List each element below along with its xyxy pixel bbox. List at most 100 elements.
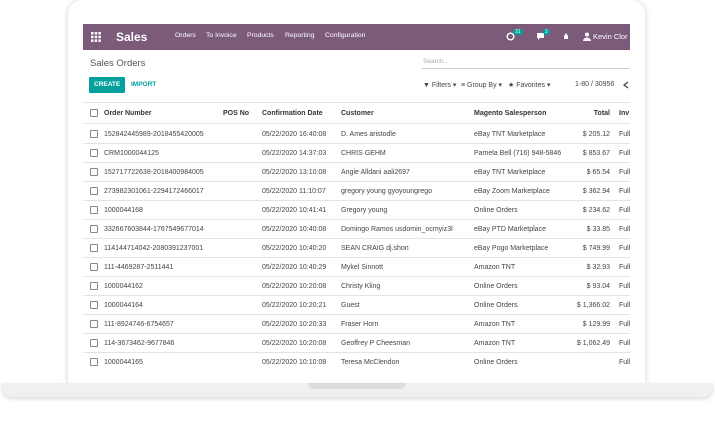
chat-icon[interactable] <box>536 32 545 41</box>
screen: Sales 31 2 Kevin Clor (t Orders To Invoic… <box>83 24 630 370</box>
favorites-label[interactable]: ★ Favorites ▾ <box>508 82 551 89</box>
select-all-checkbox[interactable] <box>90 109 98 117</box>
debug-icon[interactable] <box>562 32 570 41</box>
confirmation-date: 05/22/2020 10:40:20 <box>262 245 327 252</box>
row-line <box>83 257 630 258</box>
row-checkbox[interactable] <box>90 244 98 252</box>
row-line <box>83 219 630 220</box>
filters[interactable]: Filters <box>431 82 451 89</box>
message-badge: 2 <box>543 29 550 35</box>
row-checkbox[interactable] <box>90 282 98 290</box>
row-checkbox[interactable] <box>90 130 98 138</box>
confirmation-date: 05/22/2020 14:37:03 <box>262 150 327 157</box>
customer: Guest <box>341 302 360 309</box>
group-by[interactable]: Group By <box>467 82 497 89</box>
customer: Domingo Ramos usdomin_ocmyiz3l <box>341 226 453 233</box>
pager-prev[interactable] <box>623 81 629 89</box>
invoice-status: Full <box>619 226 630 233</box>
salesperson: Amazon TNT <box>474 340 516 347</box>
column-header: Total <box>593 110 610 117</box>
order-number[interactable]: 1000044162 <box>104 283 143 290</box>
row-line <box>83 181 630 182</box>
row-checkbox[interactable] <box>90 301 98 309</box>
invoice-status: Full <box>619 188 630 195</box>
order-number[interactable]: 332667603844-1767549677014 <box>104 226 204 233</box>
laptop-notch <box>308 383 406 389</box>
total: $ 1,366.02 <box>576 302 610 309</box>
order-number[interactable]: 114144714042-2080391237001 <box>104 245 204 252</box>
apps-icon[interactable] <box>91 32 101 42</box>
order-number[interactable]: 111-8924746-6754657 <box>104 321 174 328</box>
salesperson: Amazon TNT <box>474 264 516 271</box>
import-button[interactable]: IMPORT <box>131 81 157 88</box>
customer: gregory young gyoyoungrego <box>341 188 433 195</box>
total: $ 129.99 <box>582 321 610 328</box>
row-line <box>83 314 630 315</box>
page-title: Sales Orders <box>90 58 146 69</box>
confirmation-date: 05/22/2020 10:20:08 <box>262 340 327 347</box>
favorites[interactable]: Favorites <box>516 82 546 89</box>
invoice-status: Full <box>619 283 630 290</box>
order-number[interactable]: 111-4469287-2511441 <box>104 264 174 271</box>
search-box[interactable] <box>422 57 630 69</box>
total: $ 749.99 <box>582 245 610 252</box>
salesperson: Online Orders <box>474 359 518 366</box>
pager: 1-80 / 30956 <box>575 81 615 88</box>
confirmation-date: 05/22/2020 10:10:08 <box>262 359 327 366</box>
order-number[interactable]: 273982301061-2294172466017 <box>104 188 204 195</box>
user-name[interactable]: Kevin Clor (t <box>593 32 630 41</box>
row-checkbox[interactable] <box>90 225 98 233</box>
customer: Teresa McClendon <box>341 359 400 366</box>
invoice-status: Full <box>619 302 630 309</box>
create-button[interactable]: CREATE <box>89 77 126 93</box>
invoice-status: Full <box>619 359 630 366</box>
salesperson: Online Orders <box>474 207 518 214</box>
row-checkbox[interactable] <box>90 206 98 214</box>
order-number[interactable]: 1000044165 <box>104 359 143 366</box>
row-checkbox[interactable] <box>90 168 98 176</box>
order-number[interactable]: 114-3673462-9677846 <box>104 340 175 347</box>
confirmation-date: 05/22/2020 10:20:33 <box>262 321 327 328</box>
row-checkbox[interactable] <box>90 187 98 195</box>
salesperson: Online Orders <box>474 302 518 309</box>
total: $ 1,062.49 <box>576 340 610 347</box>
menu-item[interactable]: Orders <box>175 32 196 39</box>
salesperson: Pamela Bell (716) 948-5846 <box>474 150 562 157</box>
activity-icon[interactable] <box>506 32 515 41</box>
row-line <box>83 200 630 201</box>
row-checkbox[interactable] <box>90 358 98 366</box>
customer: Christy Kling <box>341 283 381 290</box>
row-line <box>83 352 630 353</box>
confirmation-date: 05/22/2020 10:40:08 <box>262 226 327 233</box>
invoice-status: Full <box>619 264 630 271</box>
menu-item[interactable]: To Invoice <box>206 32 237 39</box>
customer: Gregory young <box>341 207 388 214</box>
app-name[interactable]: Sales <box>116 30 148 44</box>
laptop-base <box>2 383 713 397</box>
column-header: Inv <box>619 110 630 117</box>
row-checkbox[interactable] <box>90 320 98 328</box>
row-checkbox[interactable] <box>90 339 98 347</box>
menu-item[interactable]: Configuration <box>325 32 366 39</box>
row-checkbox[interactable] <box>90 263 98 271</box>
order-number[interactable]: 1000044168 <box>104 207 143 214</box>
invoice-status: Full <box>619 340 630 347</box>
order-number[interactable]: 152842445989-2018455420005 <box>104 131 204 138</box>
order-number[interactable]: 152717722638-2018400984005 <box>104 169 204 176</box>
menu-item[interactable]: Reporting <box>285 32 315 39</box>
group-by-label[interactable]: ≡ Group By ▾ <box>461 82 503 89</box>
row-checkbox[interactable] <box>90 149 98 157</box>
filters-label[interactable]: ▼ Filters ▾ <box>423 82 457 89</box>
customer: Fraser Horn <box>341 321 379 328</box>
invoice-status: Full <box>619 150 630 157</box>
menu-item[interactable]: Products <box>247 32 274 39</box>
column-header: Confirmation Date <box>262 110 323 117</box>
invoice-status: Full <box>619 169 630 176</box>
row-line <box>83 295 630 296</box>
order-number[interactable]: 1000044164 <box>104 302 143 309</box>
row-line <box>83 333 630 334</box>
total: $ 32.93 <box>586 264 610 271</box>
confirmation-date: 05/22/2020 10:40:29 <box>262 264 327 271</box>
order-number[interactable]: CRM1000044125 <box>104 150 159 157</box>
